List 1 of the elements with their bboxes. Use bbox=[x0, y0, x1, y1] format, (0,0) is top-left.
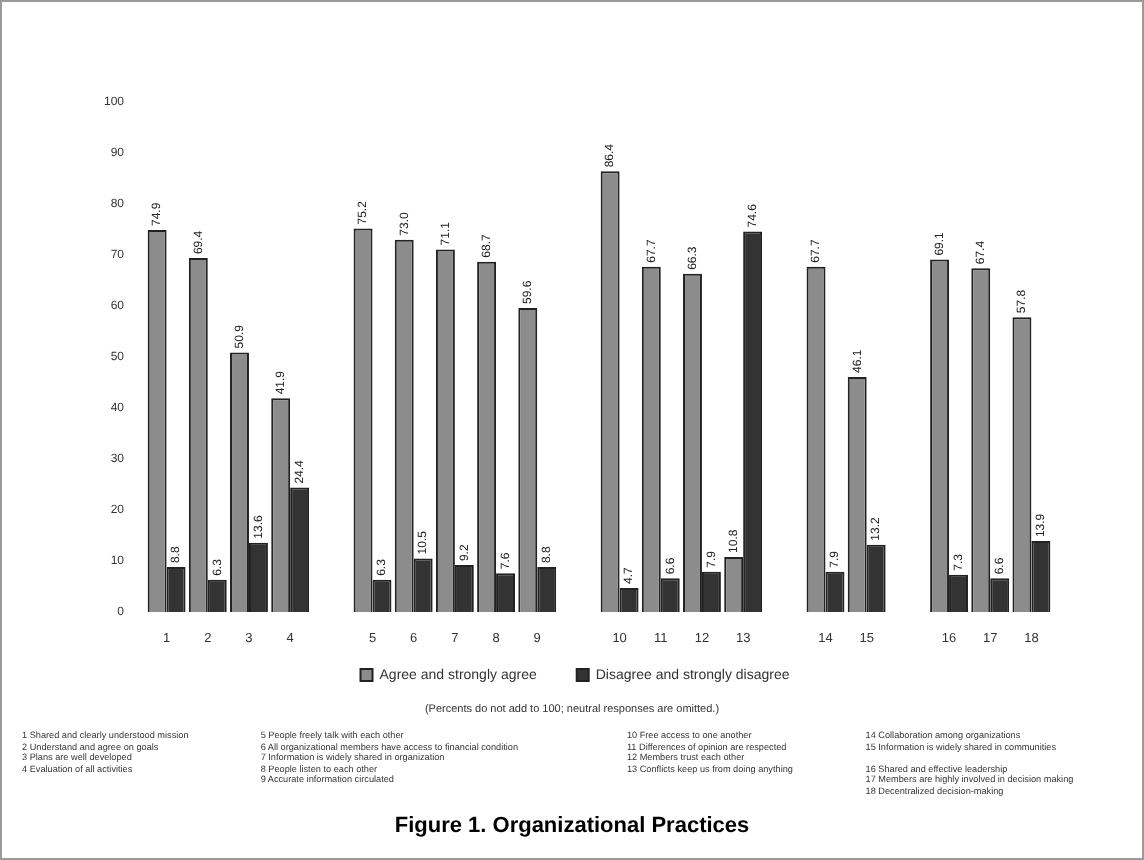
text: Figure 1. Organizational Practices bbox=[392, 814, 752, 838]
